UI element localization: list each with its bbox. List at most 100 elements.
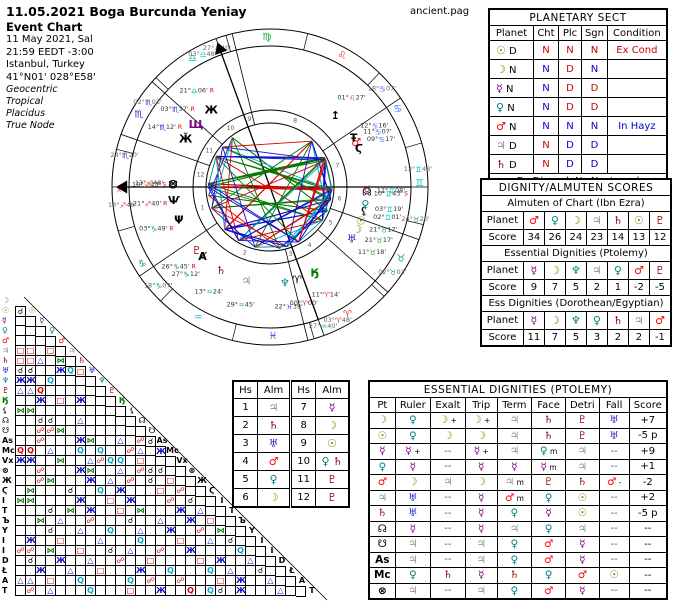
aspect-cell [66,546,76,556]
dignity-score: +2 [628,489,668,506]
aspect-cell [26,336,36,346]
grid-row-label: Ъ [2,516,10,525]
sa-glyph: ♄ [443,569,453,582]
aspect-cell: □ [166,476,176,486]
aspect-cell [36,496,46,506]
mc-glyph: Mc [373,569,391,582]
almuten-score: 7 [543,329,566,347]
planetary-sect: PLANETARY SECT Planet Cht Plc Sgn Condition ☉ … [488,8,668,191]
ptolemy-header: Face [531,397,566,413]
ma-glyph: ♂ [543,584,554,597]
sign-boundary-tick [225,35,231,52]
aspect-cell [36,486,46,496]
aspect-cell [206,506,216,516]
aspect-cell: ☌ [256,566,266,576]
dignity-cell: ♂ [564,567,600,584]
aspect-cell [36,556,46,566]
house-number: 7 [335,163,339,170]
aspect-cell: Ж [36,396,46,406]
pluto-glyph: ♇ [192,244,202,257]
aspect-grid-row: ♆ Ж Ж Q ♆ [2,376,108,387]
venus-position-label: 03°♊19' [375,205,404,214]
aspect-cell [15,316,26,326]
dignity-cell: ♂ [531,536,566,553]
ve-almuten: ♀ [606,261,629,280]
aspect-cell [146,516,156,526]
mo-glyph: ☽ [443,429,453,442]
aspect-cell [106,426,116,436]
ur-glyph: ♅ [609,429,619,442]
aspect-grid-row: Ϛ ⋈ ☌ Q Ж □ ☍ Ϛ [2,486,218,497]
mercury-glyph: ☿ [364,183,371,196]
ju-glyph: ♃ [496,138,506,152]
option-truenode: True Node [6,119,55,131]
ve-almuten: ♀ [585,311,608,330]
dignity-marker: m [547,447,558,457]
ptolemy-title: ESSENTIAL DIGNITIES (PTOLEMY) [368,380,668,398]
aspect-grid-row: T ☍ △ Q □ Ж Q Q ☌ Ж △ T [2,586,318,597]
aspect-cell [26,476,36,486]
aspect-cell [56,506,66,516]
fo-dignity-row: ⊗ [368,582,396,600]
aspect-line [224,137,233,230]
dignity-cell: ☿ [394,520,431,537]
ma-glyph: ♂ [268,455,279,468]
aspect-cell [66,516,76,526]
aspect-cell [126,456,136,466]
pl-glyph: ♇ [655,264,665,277]
almuten-score: -5 [648,279,672,296]
ptolemy-header: Detri [564,397,600,413]
aspect-cell [36,446,46,456]
sect-value: D [557,135,583,155]
aspect-cell [26,516,36,526]
ve-glyph: ♀ [408,429,417,442]
aspect-cell [96,516,106,526]
aspect-grid-row: ☋ ☍ ☍ ⋈ ☋ [2,426,158,437]
dignity-score: -- [628,520,668,537]
sn-glyph: ☋ [377,538,387,551]
aspect-cell [36,546,46,556]
aspect-cell [96,496,106,506]
aspect-cell [246,546,256,556]
aspect-cell: ☍ [176,486,186,496]
grid-diagonal-label: ☿ [39,316,45,325]
dignity-cell: ♀ [496,505,533,522]
grid-row-label: A [2,576,9,585]
ascendant-arrow [116,180,128,194]
aspect-line [224,199,331,231]
aspect-cell: Ж [136,566,146,576]
almuten-score: 12 [648,229,672,246]
dignity-cell: -- [429,489,466,506]
grid-diagonal-label: ♅ [88,366,96,375]
aspect-cell: ☍ [146,576,156,586]
aspect-cell [15,586,26,596]
aspect-cell [96,436,106,446]
aspect-cell: □ [96,566,106,576]
aspect-cell: Ж [15,376,26,386]
house-almuten-planet: ☽ [315,416,350,435]
aspect-cell [86,416,96,426]
su-glyph: ☉ [577,491,588,504]
aspect-cell [256,556,266,566]
aspect-cell [116,566,126,576]
chart-place: Istanbul, Turkey [6,59,85,70]
point-leo-glyph: ↥ [331,109,340,122]
aspect-cell: Q [86,586,96,596]
aspect-grid-row: ⚸ ⋈ ⋈ ⚸ [2,406,138,417]
uranus-glyph: ♅ [347,233,357,246]
ju-glyph: ♃ [377,491,388,504]
option-tropical: Tropical [6,95,44,107]
aspect-grid-row: As ☍ Ж ⋈ △ ☍ ☌ As [2,436,168,447]
almuten-score: 9 [522,279,545,296]
chart-time: 21:59 EEDT -3:00 [6,46,94,58]
me-glyph: ☿ [478,460,485,473]
aspect-cell [166,586,176,596]
su-glyph: ☉ [327,437,338,450]
as-glyph: As [375,553,390,566]
ve-dignity-row: ♀ [368,458,396,475]
aspect-cell: Q [76,446,86,456]
aspect-cell [106,586,116,596]
aspect-cell: ☍ [176,576,186,586]
ve-glyph: ♀ [550,214,559,227]
dignity-cell: ☿ [564,551,600,568]
